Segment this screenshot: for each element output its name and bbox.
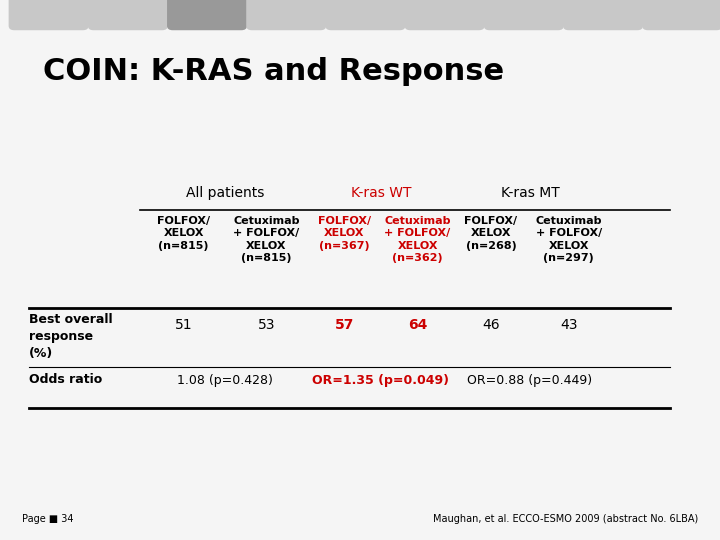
- Text: K-ras MT: K-ras MT: [500, 186, 559, 200]
- Text: Maughan, et al. ECCO-ESMO 2009 (abstract No. 6LBA): Maughan, et al. ECCO-ESMO 2009 (abstract…: [433, 514, 698, 524]
- Text: COIN: K-RAS and Response: COIN: K-RAS and Response: [43, 57, 504, 86]
- Text: Best overall
response
(%): Best overall response (%): [29, 313, 112, 360]
- Text: 57: 57: [335, 318, 354, 332]
- Text: Page ■ 34: Page ■ 34: [22, 514, 73, 524]
- Text: 51: 51: [175, 318, 192, 332]
- Text: 64: 64: [408, 318, 427, 332]
- Text: Cetuximab
+ FOLFOX/
XELOX
(n=362): Cetuximab + FOLFOX/ XELOX (n=362): [384, 216, 451, 263]
- Text: 1.08 (p=0.428): 1.08 (p=0.428): [177, 374, 273, 387]
- Text: OR=0.88 (p=0.449): OR=0.88 (p=0.449): [467, 374, 593, 387]
- Text: 46: 46: [482, 318, 500, 332]
- Text: FOLFOX/
XELOX
(n=815): FOLFOX/ XELOX (n=815): [157, 216, 210, 251]
- Text: FOLFOX/
XELOX
(n=367): FOLFOX/ XELOX (n=367): [318, 216, 371, 251]
- Text: All patients: All patients: [186, 186, 264, 200]
- Text: 53: 53: [258, 318, 275, 332]
- Text: Cetuximab
+ FOLFOX/
XELOX
(n=815): Cetuximab + FOLFOX/ XELOX (n=815): [233, 216, 300, 263]
- Text: K-ras WT: K-ras WT: [351, 186, 411, 200]
- Text: OR=1.35 (p=0.049): OR=1.35 (p=0.049): [312, 374, 449, 387]
- Text: Cetuximab
+ FOLFOX/
XELOX
(n=297): Cetuximab + FOLFOX/ XELOX (n=297): [536, 216, 602, 263]
- Text: Odds ratio: Odds ratio: [29, 373, 102, 386]
- Text: 43: 43: [560, 318, 577, 332]
- Text: FOLFOX/
XELOX
(n=268): FOLFOX/ XELOX (n=268): [464, 216, 518, 251]
